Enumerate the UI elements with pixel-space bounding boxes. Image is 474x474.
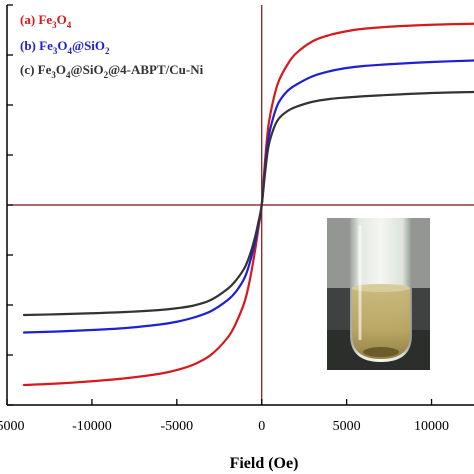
x-tick-label-0: 15000 (0, 419, 25, 434)
y-axis-ticks (7, 4, 13, 406)
x-axis-tick-labels: 15000 -10000 -5000 0 5000 10000 (0, 419, 449, 434)
x-tick-label-3: 0 (258, 419, 265, 434)
x-tick-label-5: 10000 (414, 419, 449, 434)
legend-item-c: (c) Fe3O4@SiO2@4-ABPT/Cu-Ni (20, 62, 204, 80)
series-layer (22, 22, 474, 387)
x-tick-label-2: -5000 (160, 419, 193, 434)
legend: (a) Fe3O4 (b) Fe3O4@SiO2 (c) Fe3O4@SiO2@… (20, 12, 204, 80)
x-tick-label-4: 5000 (333, 419, 361, 434)
x-axis-ticks (6, 399, 433, 405)
inset-photo (327, 218, 430, 370)
test-tube-liquid (352, 288, 410, 359)
legend-item-a: (a) Fe3O4 (20, 12, 72, 30)
x-tick-label-1: -10000 (72, 419, 112, 434)
legend-item-b: (b) Fe3O4@SiO2 (20, 38, 110, 56)
series-line-c (22, 90, 474, 317)
sediment (363, 347, 399, 357)
liquid-surface (352, 284, 410, 292)
x-axis-title: Field (Oe) (230, 455, 299, 472)
